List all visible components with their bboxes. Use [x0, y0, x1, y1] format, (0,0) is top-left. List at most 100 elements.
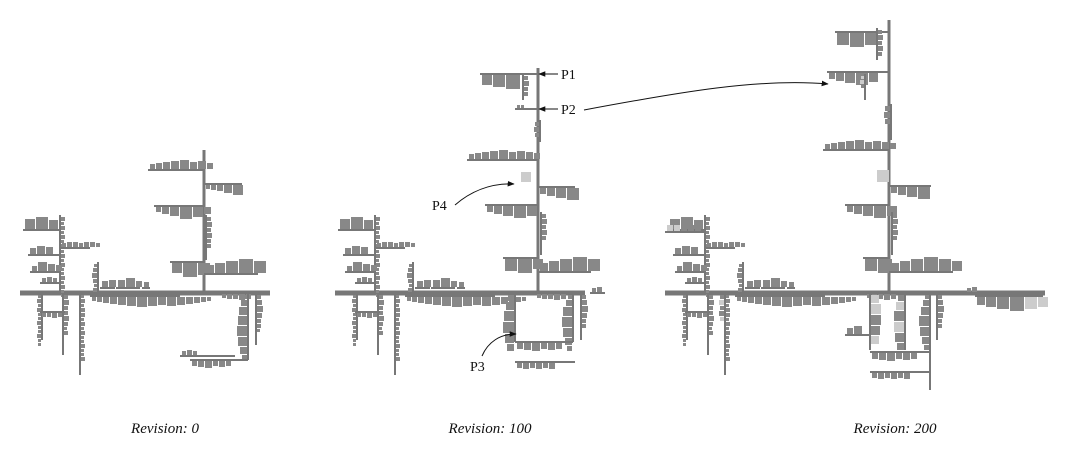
file-square [682, 246, 690, 254]
file-square [706, 276, 710, 280]
file-square [215, 263, 225, 273]
file-square [582, 306, 588, 312]
file-square [499, 150, 508, 159]
file-square [204, 207, 211, 214]
file-square [211, 185, 216, 190]
file-square [877, 170, 889, 182]
file-square [81, 336, 84, 339]
file-square [363, 264, 370, 271]
file-square [396, 340, 399, 343]
file-square [30, 248, 36, 254]
file-square [855, 140, 864, 149]
file-square [38, 343, 41, 346]
file-square [376, 254, 380, 258]
file-square [782, 297, 792, 307]
file-square [789, 282, 794, 287]
file-square [103, 297, 109, 303]
file-square [729, 242, 734, 247]
file-square [58, 313, 62, 317]
file-square [198, 361, 204, 367]
file-square [893, 225, 897, 229]
file-square [893, 214, 897, 218]
file-square [61, 240, 64, 243]
file-square [709, 322, 713, 326]
file-square [720, 306, 724, 310]
file-square [514, 206, 526, 218]
file-square [726, 349, 729, 352]
file-square [822, 297, 830, 305]
file-square [379, 306, 383, 310]
file-square [891, 373, 897, 379]
file-square [352, 299, 356, 303]
file-square [379, 322, 383, 326]
file-square [938, 319, 942, 323]
file-square [675, 248, 681, 254]
file-square [918, 187, 930, 199]
file-square [190, 162, 197, 169]
file-square [898, 187, 906, 195]
file-square [90, 242, 95, 247]
file-square [376, 235, 380, 239]
file-square [238, 337, 247, 346]
file-square [233, 185, 243, 195]
p1-label: P1 [561, 68, 576, 83]
file-square [25, 219, 35, 229]
file-square [763, 280, 770, 287]
file-square [831, 297, 838, 304]
file-square [61, 226, 65, 230]
file-square [524, 343, 531, 350]
file-square [706, 281, 709, 284]
file-square [84, 242, 89, 247]
file-square [683, 339, 686, 342]
file-square [706, 240, 709, 243]
file-square [871, 315, 881, 325]
file-square [884, 112, 890, 118]
caption-revision-100: Revision: 100 [448, 421, 532, 437]
file-square [682, 334, 686, 338]
file-square [706, 226, 710, 230]
file-square [706, 272, 709, 275]
file-square [227, 294, 232, 299]
file-square [47, 277, 52, 282]
file-square [352, 334, 356, 338]
file-square [869, 73, 878, 82]
file-square [726, 357, 730, 361]
file-square [667, 225, 673, 231]
file-square [518, 259, 532, 273]
file-square [781, 281, 787, 287]
file-square [144, 282, 149, 287]
file-square [670, 219, 680, 229]
file-square [379, 331, 383, 335]
file-square [433, 297, 441, 305]
file-square [490, 151, 498, 159]
file-square [376, 250, 379, 253]
file-square [81, 313, 85, 317]
file-square [407, 273, 412, 278]
file-square [452, 297, 462, 307]
file-square [505, 334, 514, 343]
file-square [532, 343, 540, 351]
file-square [482, 75, 492, 85]
file-square [706, 250, 709, 253]
file-square [694, 220, 703, 229]
file-square [61, 290, 64, 293]
file-square [376, 259, 379, 262]
file-square [47, 313, 51, 317]
file-square [938, 300, 943, 305]
file-square [547, 188, 555, 196]
file-square [543, 363, 548, 368]
file-square [885, 119, 890, 124]
file-square [846, 141, 854, 149]
file-square [207, 297, 211, 301]
file-square [226, 261, 238, 273]
file-square [61, 254, 65, 258]
file-square [560, 259, 572, 271]
file-square [709, 331, 713, 335]
file-square [709, 316, 714, 321]
file-square [79, 243, 83, 247]
file-square [177, 297, 185, 305]
file-square [193, 351, 197, 355]
file-square [137, 297, 147, 307]
file-square [549, 363, 555, 369]
file-square [541, 343, 547, 349]
